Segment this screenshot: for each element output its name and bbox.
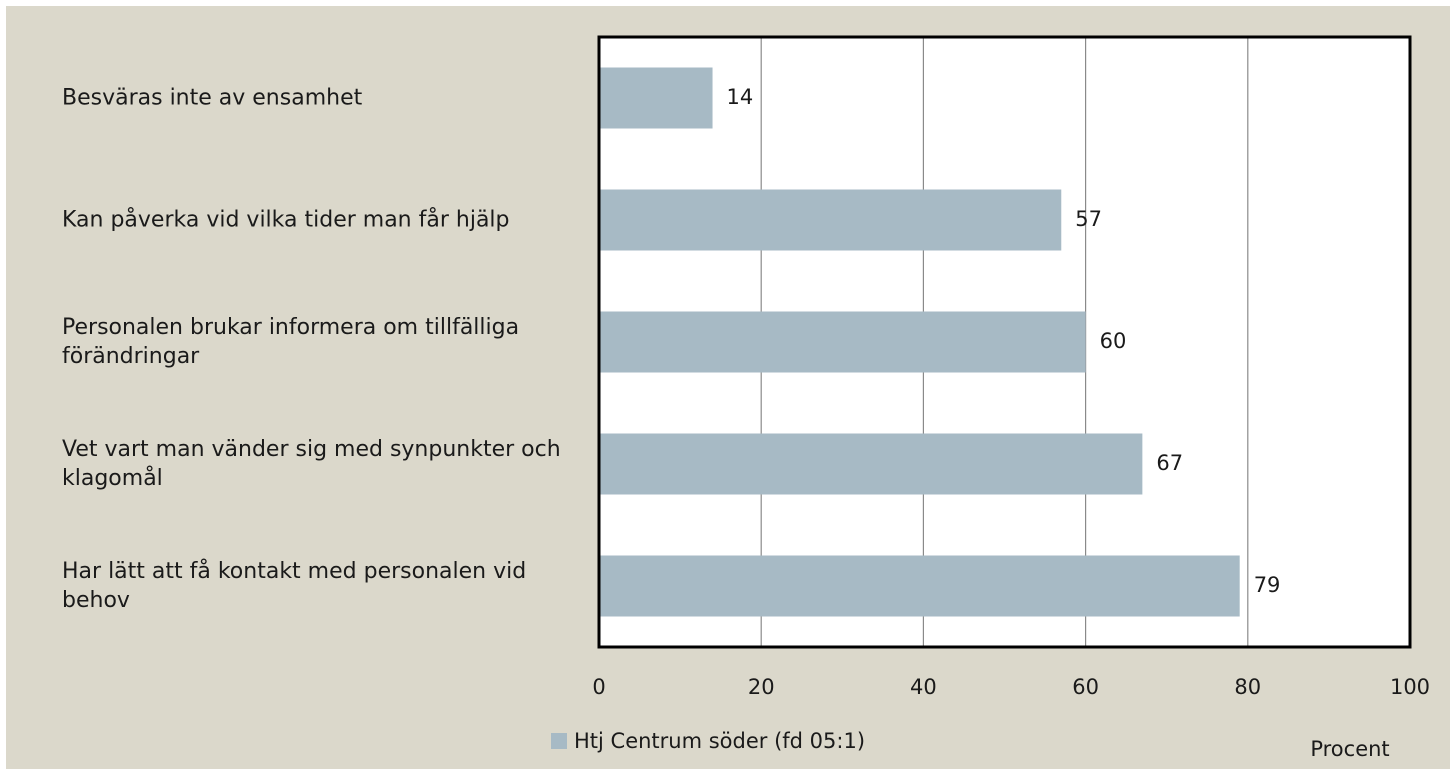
bar (599, 67, 713, 129)
x-tick-label: 100 (1390, 675, 1430, 699)
y-tick-label: Besväras inte av ensamhet (62, 85, 363, 111)
data-label: 57 (1075, 207, 1102, 231)
x-tick-label: 20 (748, 675, 775, 699)
bar (599, 555, 1240, 617)
plot-border (597, 35, 1412, 649)
y-tick-label: Kan påverka vid vilka tider man får hjäl… (62, 207, 510, 233)
x-axis-label: Procent (1310, 737, 1389, 761)
data-label: 67 (1156, 451, 1183, 475)
bar (599, 311, 1086, 373)
data-label: 60 (1100, 329, 1127, 353)
x-tick-label: 80 (1234, 675, 1261, 699)
data-label: 79 (1254, 573, 1281, 597)
y-tick-label: Har lätt att få kontakt med personalen v… (62, 559, 527, 613)
bar (599, 433, 1143, 495)
x-tick-label: 0 (592, 675, 605, 699)
legend-swatch (551, 733, 567, 749)
y-tick-label: Vet vart man vänder sig med synpunkter o… (62, 437, 561, 491)
y-tick-label: Personalen brukar informera om tillfälli… (62, 315, 520, 369)
legend-label: Htj Centrum söder (fd 05:1) (574, 729, 865, 753)
x-tick-label: 40 (910, 675, 937, 699)
data-label: 14 (727, 85, 754, 109)
bar (599, 189, 1062, 251)
x-tick-label: 60 (1072, 675, 1099, 699)
